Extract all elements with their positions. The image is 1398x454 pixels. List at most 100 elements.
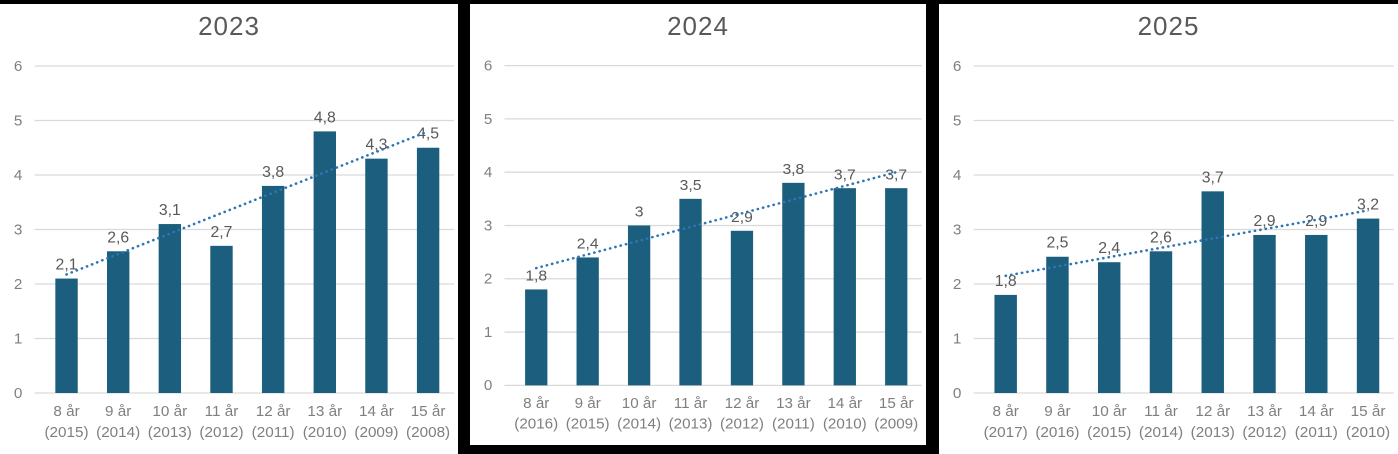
x-axis-tick-label-year: (2009)	[354, 424, 398, 441]
x-axis-tick-label-year: (2012)	[199, 424, 243, 441]
bar-chart-2025: 0 1 2 3 4 5 6 1,8 8 år (2017) 2,5 9 år (2016) 2,4 10 å…	[953, 58, 1394, 441]
x-axis-tick-label-year: (2010)	[303, 424, 347, 441]
bar	[365, 158, 388, 393]
y-axis-tick-label: 2	[953, 276, 962, 293]
x-axis-tick-label-age: 9 år	[1044, 403, 1070, 420]
x-axis-tick-label-age: 15 år	[879, 395, 914, 412]
y-axis-tick-label: 1	[14, 331, 22, 348]
x-axis-tick-label-age: 13 år	[776, 395, 811, 412]
y-axis-tick-label: 3	[484, 218, 492, 235]
y-axis-tick-label: 5	[14, 113, 22, 130]
x-axis-tick-label-year: (2015)	[566, 416, 610, 433]
y-axis-tick-label: 3	[953, 222, 962, 239]
bar	[525, 289, 548, 386]
bar-value-label: 2,5	[1046, 235, 1068, 252]
bar-value-label: 3,7	[885, 167, 907, 184]
x-axis-tick-label-age: 8 år	[53, 403, 79, 420]
bar	[576, 257, 599, 386]
x-axis-tick-label-age: 11 år	[205, 403, 239, 420]
bar	[210, 245, 233, 393]
bar-value-label: 3,5	[680, 177, 702, 194]
y-axis-tick-label: 6	[14, 58, 22, 75]
trendline	[1004, 209, 1370, 278]
x-axis-tick-label-year: (2011)	[1295, 424, 1338, 441]
x-axis-tick-label-age: 13 år	[307, 403, 342, 420]
bar	[1305, 234, 1328, 393]
x-axis-tick-label-age: 9 år	[575, 395, 601, 412]
bar-value-label: 2,9	[1254, 213, 1276, 230]
x-axis-tick-label-age: 13 år	[1247, 403, 1282, 420]
y-axis-tick-label: 1	[953, 331, 962, 348]
x-axis-tick-label-year: (2014)	[96, 424, 140, 441]
chart-title-2023: 2023	[198, 10, 260, 41]
bar-value-label: 1,8	[995, 273, 1017, 290]
y-axis-tick-label: 1	[484, 324, 492, 341]
bar	[261, 185, 285, 393]
bar-value-label: 2,6	[107, 229, 129, 246]
bar	[313, 131, 336, 393]
x-axis-tick-label-year: (2014)	[1139, 424, 1183, 441]
bar	[1097, 262, 1121, 393]
x-axis-tick-label-age: 12 år	[725, 395, 760, 412]
x-axis-tick-label-year: (2013)	[669, 416, 713, 433]
bar	[730, 230, 754, 386]
y-axis-tick-label: 0	[14, 385, 22, 402]
bar-value-label: 3,7	[1202, 169, 1224, 186]
y-axis-tick-label: 5	[953, 113, 962, 130]
x-axis-tick-label-age: 8 år	[993, 403, 1019, 420]
x-axis-tick-label-age: 14 år	[827, 395, 862, 412]
bar	[885, 188, 908, 386]
bar-value-label: 2,9	[731, 209, 753, 226]
trendline	[65, 130, 430, 276]
trendline	[534, 170, 898, 270]
bar-value-label: 2,4	[577, 236, 599, 253]
x-axis-tick-label-age: 14 år	[359, 403, 394, 420]
y-axis-tick-label: 6	[953, 58, 962, 75]
x-axis-tick-label-year: (2014)	[617, 416, 661, 433]
x-axis-tick-label-age: 15 år	[1351, 403, 1386, 420]
x-axis-tick-label-age: 11 år	[1144, 403, 1178, 420]
bar-value-label: 3,7	[834, 167, 856, 184]
x-axis-tick-label-age: 11 år	[674, 395, 708, 412]
x-axis-tick-label-year: (2009)	[874, 416, 918, 433]
y-axis-tick-label: 0	[484, 377, 492, 394]
chart-panel-2024: 2024 0 1 2 3 4 5 6 1,8 8 år (2016) 2,4 9 år (2015) 3 1…	[458, 4, 939, 454]
bar-value-label: 1,8	[525, 268, 547, 285]
bar	[55, 278, 78, 393]
bar-value-label: 2,6	[1150, 229, 1172, 246]
x-axis-tick-label-year: (2015)	[1087, 424, 1131, 441]
x-axis-tick-label-year: (2016)	[1035, 424, 1079, 441]
x-axis-tick-label-year: (2012)	[720, 416, 764, 433]
bar	[833, 188, 856, 386]
bar-value-label: 2,4	[1098, 240, 1120, 257]
bar-value-label: 2,9	[1305, 213, 1327, 230]
chart-panel-2023: 2023 0 1 2 3 4 5 6 2,1 8 år (2015) 2,6 9 år (2014) 3,…	[0, 4, 458, 454]
bar-value-label: 3,2	[1357, 197, 1379, 214]
chart-title-2025: 2025	[1137, 10, 1200, 41]
bar-value-label: 3,1	[159, 202, 181, 219]
bar	[627, 225, 651, 386]
bar-value-label: 4,5	[417, 126, 439, 143]
bar-value-label: 2,1	[56, 257, 78, 274]
x-axis-tick-label-year: (2015)	[44, 424, 88, 441]
x-axis-tick-label-year: (2013)	[1191, 424, 1235, 441]
bar	[1149, 251, 1173, 393]
x-axis-tick-label-year: (2011)	[772, 416, 815, 433]
x-axis-tick-label-year: (2010)	[1346, 424, 1390, 441]
y-axis-tick-label: 2	[14, 276, 22, 293]
charts-row: 2023 0 1 2 3 4 5 6 2,1 8 år (2015) 2,6 9 år (2014) 3,…	[0, 4, 1398, 454]
bar-value-label: 4,8	[314, 110, 336, 127]
x-axis-tick-label-age: 15 år	[411, 403, 446, 420]
bar-chart-2023: 0 1 2 3 4 5 6 2,1 8 år (2015) 2,6 9 år (2014) 3,1 10 å…	[14, 58, 454, 441]
x-axis-tick-label-age: 12 år	[1195, 403, 1230, 420]
y-axis-tick-label: 2	[484, 271, 492, 288]
bar	[1201, 191, 1224, 393]
x-axis-tick-label-year: (2017)	[984, 424, 1028, 441]
chart-title-2024: 2024	[667, 10, 729, 41]
x-axis-tick-label-age: 14 år	[1299, 403, 1334, 420]
x-axis-tick-label-year: (2011)	[252, 424, 295, 441]
bar-value-label: 3	[635, 204, 644, 221]
bar	[782, 182, 805, 386]
bar	[1356, 218, 1380, 393]
y-axis-tick-label: 5	[484, 111, 492, 128]
